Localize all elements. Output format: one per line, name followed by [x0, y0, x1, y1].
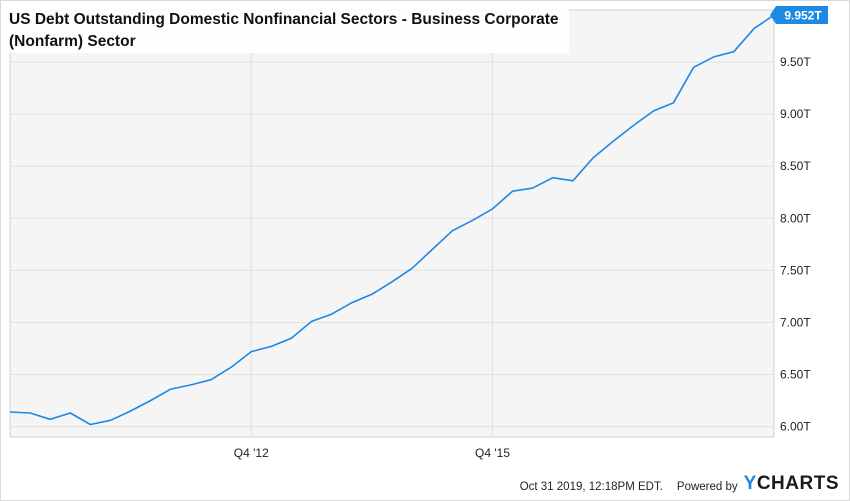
y-tick-label: 7.00T: [780, 315, 811, 329]
data-point: [591, 156, 595, 160]
y-tick-label: 8.50T: [780, 159, 811, 173]
data-point: [631, 124, 635, 128]
chart-title: US Debt Outstanding Domestic Nonfinancia…: [9, 9, 569, 53]
data-point: [491, 207, 495, 211]
data-point: [571, 179, 575, 183]
data-point: [28, 411, 32, 415]
last-value-label: 9.952T: [784, 8, 822, 22]
data-point: [269, 344, 273, 348]
data-point: [68, 411, 72, 415]
powered-by-label: Powered by: [676, 481, 738, 493]
data-point: [189, 383, 193, 387]
data-point: [430, 248, 434, 252]
data-point: [88, 423, 92, 427]
y-tick-label: 9.50T: [780, 55, 811, 69]
data-point: [149, 399, 153, 403]
data-point: [611, 139, 615, 143]
data-point: [551, 176, 555, 180]
data-point: [310, 319, 314, 323]
data-point: [752, 27, 756, 31]
data-point: [732, 50, 736, 54]
data-point: [350, 301, 354, 305]
chart-footer: Oct 31 2019, 12:18PM EDT. Powered by YCH…: [520, 474, 839, 494]
data-point: [671, 101, 675, 105]
ycharts-logo[interactable]: YCHARTS: [743, 473, 839, 494]
data-point: [410, 266, 414, 270]
data-point: [470, 218, 474, 222]
y-tick-label: 8.00T: [780, 211, 811, 225]
data-point: [289, 336, 293, 340]
data-point: [370, 292, 374, 296]
data-point: [209, 378, 213, 382]
data-point: [330, 312, 334, 316]
data-point: [651, 109, 655, 113]
data-point: [692, 65, 696, 69]
y-tick-label: 6.50T: [780, 368, 811, 382]
y-tick-label: 9.00T: [780, 107, 811, 121]
data-point: [531, 186, 535, 190]
data-point: [109, 418, 113, 422]
data-point: [511, 189, 515, 193]
data-point: [169, 387, 173, 391]
data-point: [48, 417, 52, 421]
data-point: [249, 350, 253, 354]
last-value-badge: [770, 5, 828, 24]
data-point: [390, 280, 394, 284]
x-tick-label: Q4 '15: [475, 446, 510, 460]
timestamp: Oct 31 2019, 12:18PM EDT.: [519, 481, 663, 493]
data-point: [8, 410, 12, 414]
y-tick-label: 7.50T: [780, 263, 811, 277]
data-point: [229, 365, 233, 369]
data-point: [450, 229, 454, 233]
x-tick-label: Q4 '12: [234, 446, 269, 460]
plot-area: [9, 9, 775, 438]
data-point: [129, 409, 133, 413]
data-point: [712, 55, 716, 59]
series-line: [9, 14, 775, 426]
y-tick-label: 6.00T: [780, 420, 811, 434]
